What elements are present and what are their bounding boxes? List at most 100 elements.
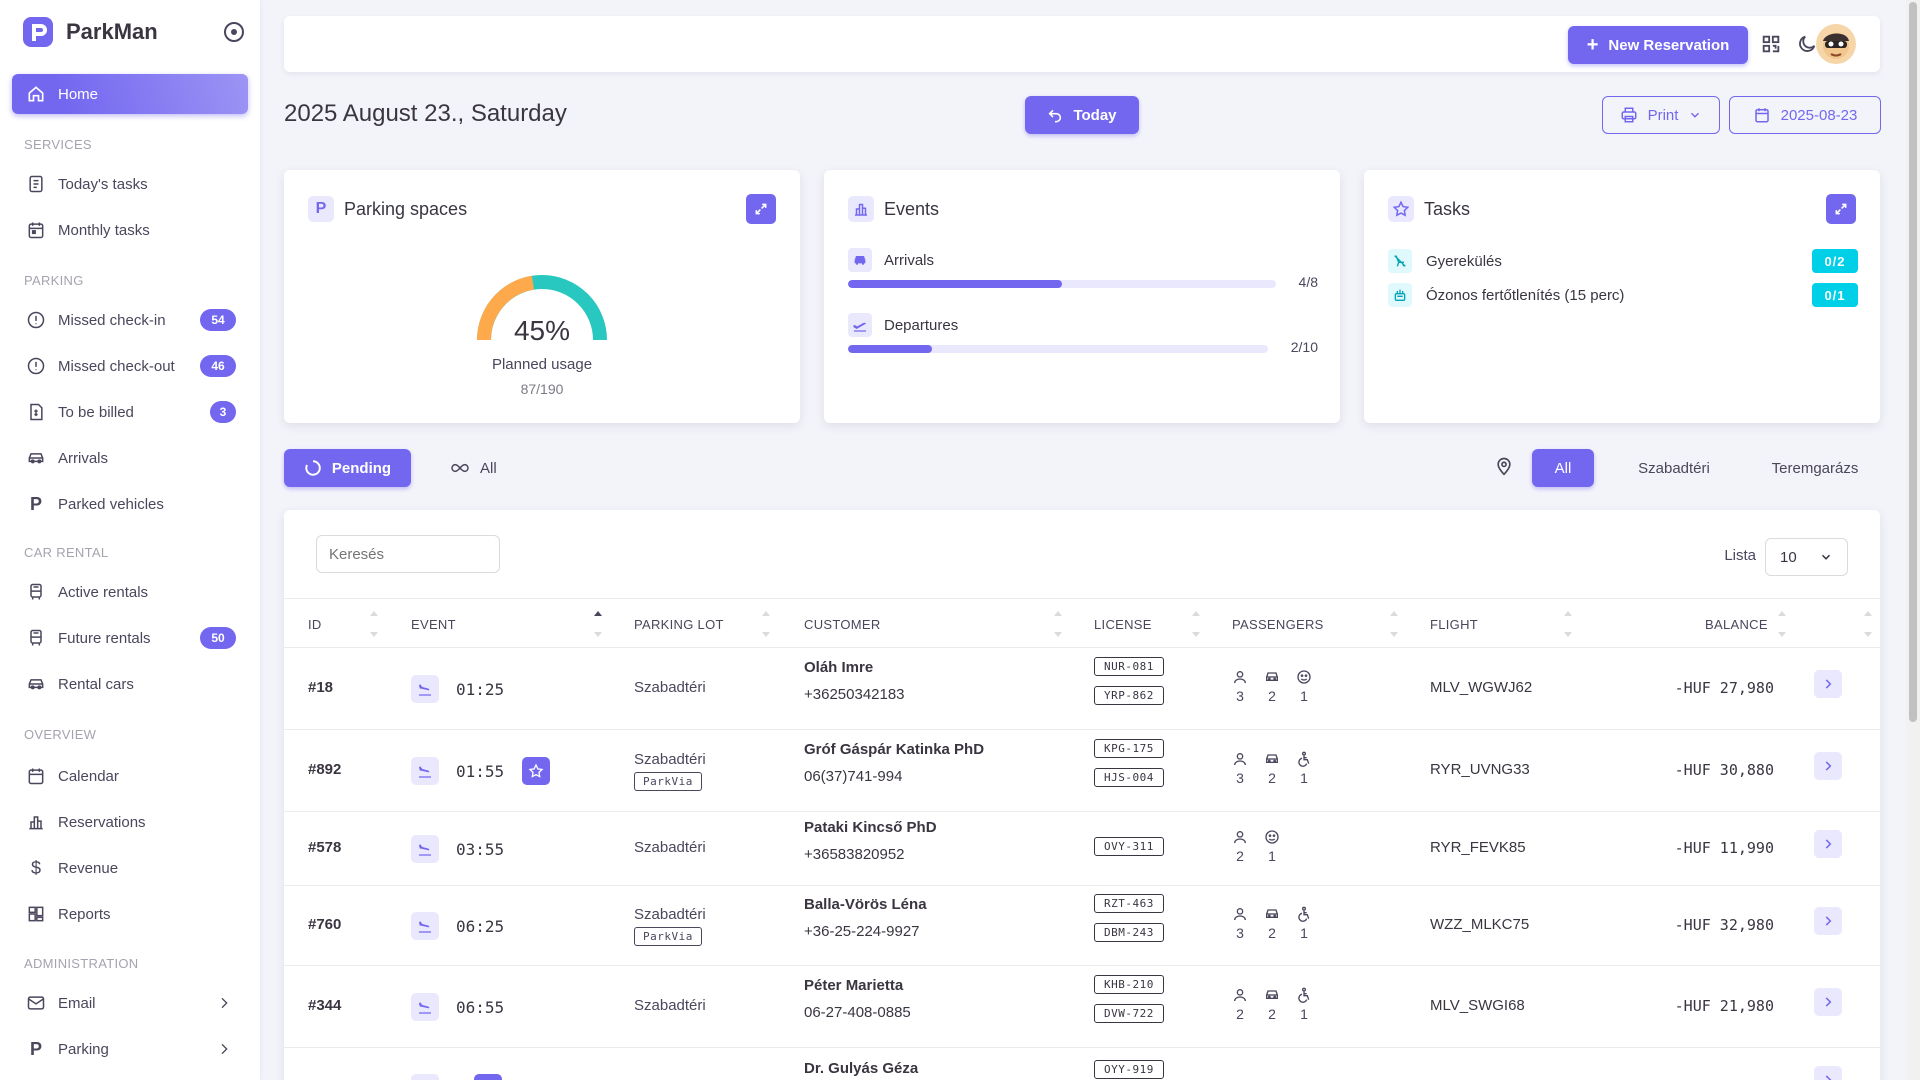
chevron-down-icon [1821, 554, 1831, 560]
new-reservation-button[interactable]: + New Reservation [1568, 26, 1748, 64]
sidebar-collapse-icon[interactable] [224, 22, 244, 42]
location-teremgarazs-button[interactable]: Teremgarázs [1771, 459, 1859, 477]
app-name: ParkMan [66, 19, 158, 44]
sidebar-item-home[interactable]: Home [12, 74, 248, 114]
sort-icon[interactable] [1778, 609, 1786, 639]
row-details-button[interactable] [1814, 752, 1842, 780]
sidebar-item-rental-cars[interactable]: Rental cars [12, 664, 248, 704]
row-details-button[interactable] [1814, 670, 1842, 698]
parking-p-icon: P [308, 196, 334, 222]
table-row[interactable]: #18 01:25 Szabadtéri Oláh Imre +36250342… [284, 648, 1880, 730]
print-button[interactable]: Print [1602, 96, 1720, 134]
row-details-button[interactable] [1814, 830, 1842, 858]
license-cell: NUR-081 YRP-862 [1094, 657, 1164, 705]
customer-cell: Péter Marietta 06-27-408-0885 [804, 977, 911, 1021]
column-header-flight[interactable]: FLIGHT [1430, 616, 1479, 632]
flight-number: RYR_FEVK85 [1430, 839, 1526, 856]
sidebar-item-label: Missed check-in [58, 311, 166, 329]
sidebar-item-active-rentals[interactable]: Active rentals [12, 572, 248, 612]
sidebar-item-missed-checkin[interactable]: Missed check-in 54 [12, 300, 248, 340]
location-szabadteri-button[interactable]: Szabadtéri [1638, 459, 1710, 477]
sidebar-item-calendar[interactable]: Calendar [12, 756, 248, 796]
sidebar-item-reservations[interactable]: Reservations [12, 802, 248, 842]
chevron-right-icon [1825, 916, 1832, 926]
scrollbar-thumb[interactable] [1909, 2, 1917, 722]
expand-icon[interactable] [1826, 194, 1856, 224]
tasks-card: Tasks Gyerekülés 0/2 Ózonos fertőtleníté… [1364, 170, 1880, 423]
sidebar-item-reports[interactable]: Reports [12, 894, 248, 934]
sort-icon[interactable] [1864, 609, 1872, 639]
sidebar-section-overview: OVERVIEW [24, 727, 97, 742]
table-row[interactable]: #892 01:55 Szabadtéri ParkVia Gróf Gáspá… [284, 730, 1880, 812]
sort-icon[interactable] [762, 609, 770, 639]
location-all-button[interactable]: All [1532, 449, 1594, 487]
task-item[interactable]: Gyerekülés 0/2 [1388, 248, 1858, 274]
sidebar-item-todays-tasks[interactable]: Today's tasks [12, 164, 248, 204]
person-icon [1232, 669, 1248, 688]
sidebar-item-monthly-tasks[interactable]: Monthly tasks [12, 210, 248, 250]
sidebar-item-parked-vehicles[interactable]: P Parked vehicles [12, 484, 248, 524]
qr-code-icon[interactable] [1760, 33, 1782, 55]
sidebar-item-label: Home [58, 85, 99, 103]
sort-icon[interactable] [594, 609, 602, 639]
column-header-customer[interactable]: CUSTOMER [804, 616, 881, 632]
all-filter-button[interactable]: All [450, 449, 497, 487]
sort-icon[interactable] [1192, 609, 1200, 639]
chevron-right-icon [1825, 1075, 1832, 1080]
sort-icon[interactable] [370, 609, 378, 639]
license-plate: YRP-862 [1094, 686, 1164, 705]
person-icon [1232, 906, 1248, 925]
row-details-button[interactable] [1814, 988, 1842, 1016]
passenger-value: 3 [1236, 770, 1244, 786]
event-cell: 01:25 [411, 675, 504, 703]
child-seat-icon [1388, 249, 1412, 273]
sort-icon[interactable] [1564, 609, 1572, 639]
sidebar: ParkMan Home SERVICES Today's tasks Mont… [0, 0, 260, 1080]
table-row[interactable]: Dr. Gulyás Géza OYY-919 [284, 1048, 1880, 1080]
search-input[interactable] [316, 535, 500, 573]
sidebar-item-email[interactable]: Email [12, 983, 248, 1023]
table-row[interactable]: #578 03:55 Szabadtéri Pataki Kincső PhD … [284, 812, 1880, 886]
parkman-logo-icon [23, 17, 53, 47]
column-header-balance[interactable]: BALANCE [1705, 616, 1768, 632]
sidebar-section-parking: PARKING [24, 273, 84, 288]
sidebar-item-parking[interactable]: P Parking [12, 1029, 248, 1069]
page-size-select[interactable]: 10 [1765, 538, 1848, 576]
table-row[interactable]: #760 06:25 Szabadtéri ParkVia Balla-Vörö… [284, 886, 1880, 966]
event-time: 03:55 [456, 839, 505, 859]
car-icon [26, 674, 46, 694]
customer-name: Péter Marietta [804, 977, 904, 994]
table-row[interactable]: #344 06:55 Szabadtéri Péter Marietta 06-… [284, 966, 1880, 1048]
moon-icon[interactable] [1796, 33, 1818, 55]
brand[interactable]: ParkMan [22, 16, 158, 48]
sort-icon[interactable] [1390, 609, 1398, 639]
user-avatar[interactable] [1816, 24, 1856, 64]
sidebar-item-missed-checkout[interactable]: Missed check-out 46 [12, 346, 248, 386]
passenger-count: 3 [1232, 751, 1248, 786]
task-item[interactable]: Ózonos fertőtlenítés (15 perc) 0/1 [1388, 282, 1858, 308]
column-header-event[interactable]: EVENT [411, 616, 456, 632]
license-plate: RZT-463 [1094, 894, 1164, 913]
sidebar-item-revenue[interactable]: $ Revenue [12, 848, 248, 888]
today-button[interactable]: Today [1025, 96, 1139, 134]
row-details-button[interactable] [1814, 907, 1842, 935]
sidebar-item-to-be-billed[interactable]: To be billed 3 [12, 392, 248, 432]
column-header-parking-lot[interactable]: PARKING LOT [634, 616, 724, 632]
sidebar-item-label: Reports [58, 905, 111, 923]
bus-icon [26, 628, 46, 648]
date-picker-button[interactable]: 2025-08-23 [1729, 96, 1881, 134]
sidebar-item-future-rentals[interactable]: Future rentals 50 [12, 618, 248, 658]
column-header-id[interactable]: ID [308, 616, 322, 632]
column-header-license[interactable]: LICENSE [1094, 616, 1152, 632]
parking-spaces-card: P Parking spaces 45% Planned usage 87/19… [284, 170, 800, 423]
page-scrollbar[interactable] [1906, 0, 1920, 1080]
pending-filter-button[interactable]: Pending [284, 449, 411, 487]
sidebar-item-arrivals[interactable]: Arrivals [12, 438, 248, 478]
expand-icon[interactable] [746, 194, 776, 224]
luggage-car-icon [1264, 906, 1280, 925]
license-plate: NUR-081 [1094, 657, 1164, 676]
customer-cell: Pataki Kincső PhD +36583820952 [804, 819, 937, 863]
column-header-passengers[interactable]: PASSENGERS [1232, 616, 1324, 632]
sort-icon[interactable] [1054, 609, 1062, 639]
row-details-button[interactable] [1814, 1066, 1842, 1080]
